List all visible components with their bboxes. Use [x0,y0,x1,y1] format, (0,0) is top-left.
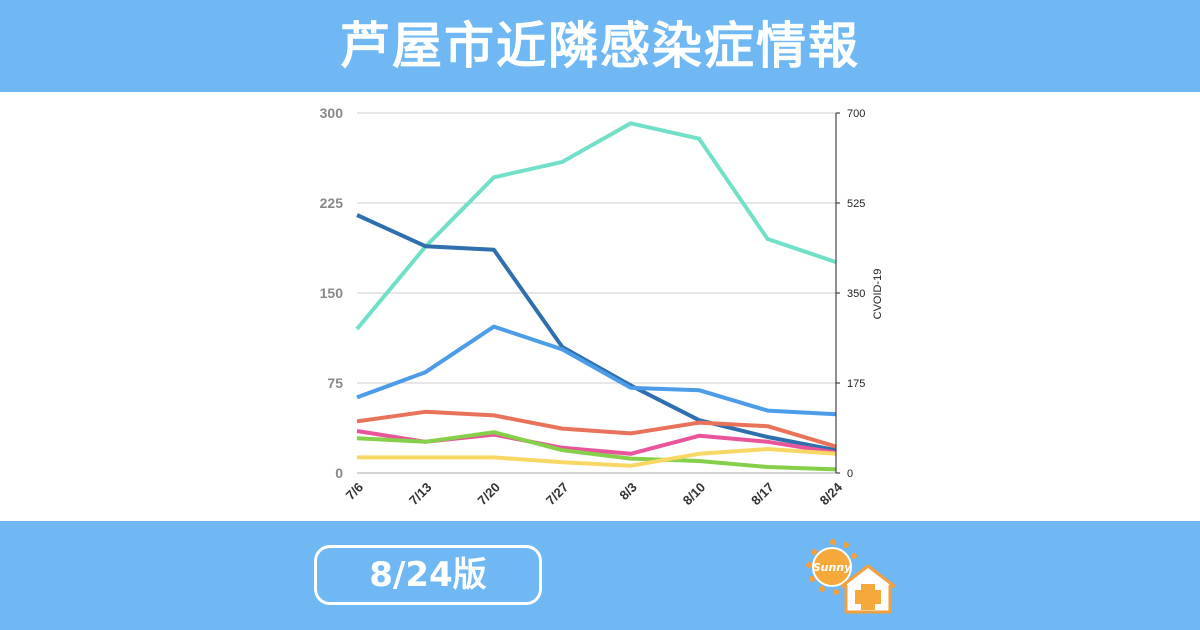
series-line-7 [357,447,837,468]
page-title: 芦屋市近隣感染症情報 [340,17,860,75]
date-badge: 8/24版 [314,545,542,605]
x-tick-label: 7/20 [474,480,503,509]
y-right-axis-title: CVOID-19 [872,269,884,320]
series-line-3 [356,324,837,417]
y-right-tick-label: 0 [847,468,853,480]
sunny-logo-icon: Sunny [806,539,896,614]
x-tick-label: 7/6 [343,480,366,503]
y-left-tick-label: 225 [320,195,344,211]
x-tick-label: 8/10 [680,480,709,509]
series-line-2 [356,213,837,453]
y-left-tick-label: 0 [335,465,343,481]
y-left-tick-label: 300 [320,105,344,121]
chart-axes [357,112,840,474]
line-chart: 0 75 150 225 300 0 175 350 525 700 7/6 7/13 7/20 7/27… [320,105,884,508]
chart-grid [357,112,836,474]
x-tick-label: 8/3 [616,480,639,503]
logo-text: Sunny [813,561,852,574]
x-tick-label: 7/27 [543,480,572,509]
footer-band [0,521,1200,630]
y-right-tick-label: 175 [847,378,865,390]
chart-series [355,121,837,472]
x-tick-label: 8/17 [748,480,777,509]
y-left-tick-label: 150 [320,285,344,301]
y-right-tick-label: 525 [847,198,865,210]
y-left-tick-label: 75 [327,375,343,391]
series-line-1 [355,121,837,331]
x-tick-label: 8/24 [817,479,846,508]
y-right-tick-label: 350 [847,288,865,300]
series-line-6 [356,430,837,472]
chart-ticks: 0 75 150 225 300 0 175 350 525 700 7/6 7/13 7/20 7/27… [320,105,866,508]
x-tick-label: 7/13 [406,480,435,509]
y-right-tick-label: 700 [847,108,865,120]
series-line-4 [356,409,837,449]
header-band [0,0,1200,92]
